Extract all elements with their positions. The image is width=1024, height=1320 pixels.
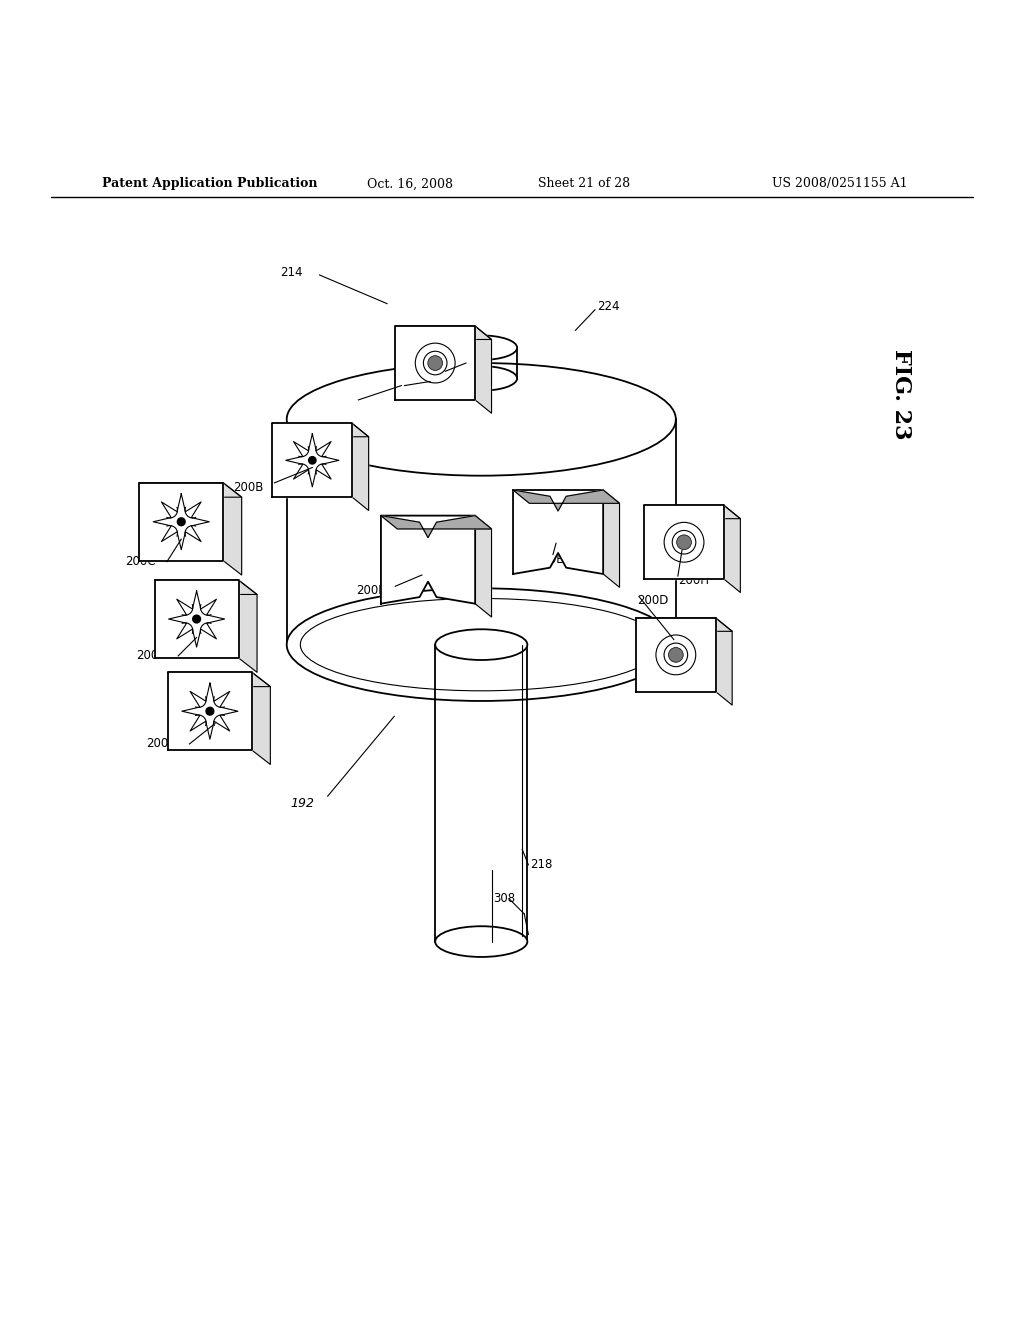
Circle shape [669, 648, 683, 663]
Polygon shape [168, 672, 252, 750]
Text: FIG. 23: FIG. 23 [890, 348, 912, 440]
Polygon shape [155, 579, 239, 657]
Text: 200C: 200C [125, 556, 156, 568]
Text: 314A: 314A [326, 397, 356, 411]
Ellipse shape [435, 630, 527, 660]
Polygon shape [286, 434, 339, 487]
Ellipse shape [445, 335, 517, 360]
Text: US 2008/0251155 A1: US 2008/0251155 A1 [772, 177, 907, 190]
Text: 200G: 200G [136, 649, 168, 663]
Polygon shape [716, 618, 732, 705]
Ellipse shape [287, 589, 676, 701]
Polygon shape [381, 516, 475, 603]
Polygon shape [168, 672, 270, 686]
Text: Patent Application Publication: Patent Application Publication [102, 177, 317, 190]
Polygon shape [603, 490, 620, 587]
Ellipse shape [445, 366, 517, 391]
Polygon shape [513, 490, 620, 511]
Polygon shape [223, 483, 242, 576]
Polygon shape [395, 326, 492, 339]
Polygon shape [139, 483, 223, 561]
Circle shape [193, 615, 201, 623]
Text: 200D: 200D [637, 594, 669, 607]
Text: 192: 192 [290, 797, 314, 810]
Text: 200F: 200F [356, 583, 385, 597]
Text: 200A: 200A [367, 383, 397, 396]
Circle shape [177, 517, 185, 525]
Polygon shape [139, 483, 242, 498]
Ellipse shape [435, 927, 527, 957]
Text: 200I: 200I [146, 738, 172, 751]
Polygon shape [475, 326, 492, 413]
Text: Oct. 16, 2008: Oct. 16, 2008 [367, 177, 453, 190]
Polygon shape [182, 684, 238, 739]
Text: 200H: 200H [678, 574, 709, 586]
Polygon shape [475, 516, 492, 616]
Text: 308: 308 [494, 892, 516, 906]
Polygon shape [239, 579, 257, 672]
Polygon shape [272, 424, 369, 437]
Circle shape [428, 355, 442, 371]
Polygon shape [252, 672, 270, 764]
Polygon shape [644, 506, 724, 579]
Polygon shape [636, 618, 716, 692]
Polygon shape [381, 516, 492, 537]
Polygon shape [513, 490, 620, 503]
Text: 218: 218 [530, 858, 553, 871]
Polygon shape [154, 494, 209, 549]
Text: 316A: 316A [408, 368, 438, 381]
Polygon shape [381, 516, 492, 529]
Text: Sheet 21 of 28: Sheet 21 of 28 [538, 177, 630, 190]
Text: 224: 224 [597, 300, 620, 313]
Polygon shape [724, 506, 740, 593]
Text: 214: 214 [281, 267, 303, 280]
Polygon shape [352, 424, 369, 511]
Text: 200E: 200E [535, 553, 564, 566]
Polygon shape [644, 506, 740, 519]
Polygon shape [169, 591, 224, 647]
Polygon shape [636, 618, 732, 631]
Circle shape [677, 535, 691, 549]
Polygon shape [513, 490, 603, 574]
Polygon shape [272, 424, 352, 498]
Text: 200B: 200B [233, 482, 264, 495]
Circle shape [206, 708, 214, 715]
Polygon shape [395, 326, 475, 400]
Circle shape [308, 457, 316, 465]
Polygon shape [155, 579, 257, 594]
Ellipse shape [287, 363, 676, 475]
